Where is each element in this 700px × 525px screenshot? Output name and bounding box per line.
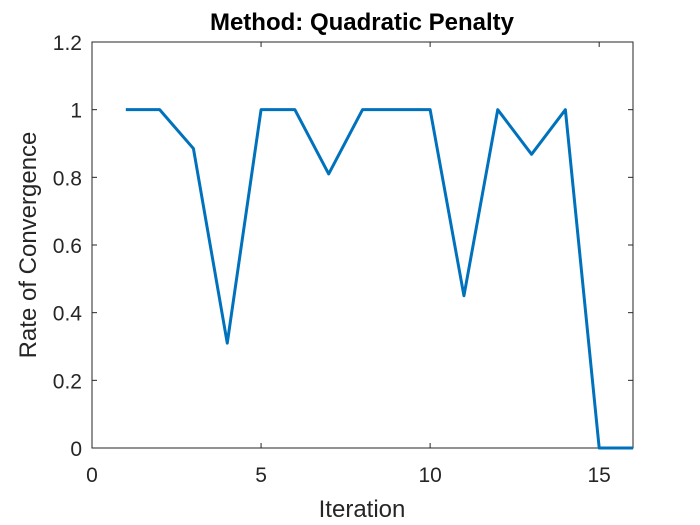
plot-area <box>91 41 634 449</box>
series-line <box>125 108 633 450</box>
x-tick-label: 15 <box>588 464 611 487</box>
y-axis-ticks: 0 0.2 0.4 0.6 0.8 1 1.2 <box>53 32 633 461</box>
y-tick-label: 0.8 <box>53 167 82 190</box>
y-tick-label: 1.2 <box>53 32 82 55</box>
y-tick-label: 0 <box>70 438 82 461</box>
y-tick-label: 0.2 <box>53 370 82 393</box>
series-group <box>125 108 633 450</box>
x-tick-label: 10 <box>418 464 441 487</box>
y-axis-label: Rate of Convergence <box>15 132 42 359</box>
x-tick-label: 0 <box>86 464 98 487</box>
y-tick-label: 0.6 <box>53 235 82 258</box>
x-axis-ticks: 0 5 10 15 <box>86 42 611 487</box>
y-tick-label: 0.4 <box>53 303 83 326</box>
x-axis-label: Iteration <box>319 496 406 523</box>
x-tick-label: 5 <box>255 464 267 487</box>
chart-title: Method: Quadratic Penalty <box>210 9 515 36</box>
y-tick-label: 1 <box>70 100 82 123</box>
